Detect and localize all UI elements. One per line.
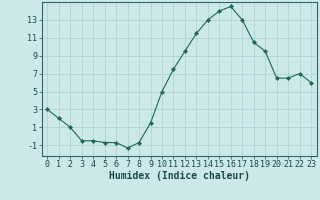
X-axis label: Humidex (Indice chaleur): Humidex (Indice chaleur) bbox=[109, 171, 250, 181]
